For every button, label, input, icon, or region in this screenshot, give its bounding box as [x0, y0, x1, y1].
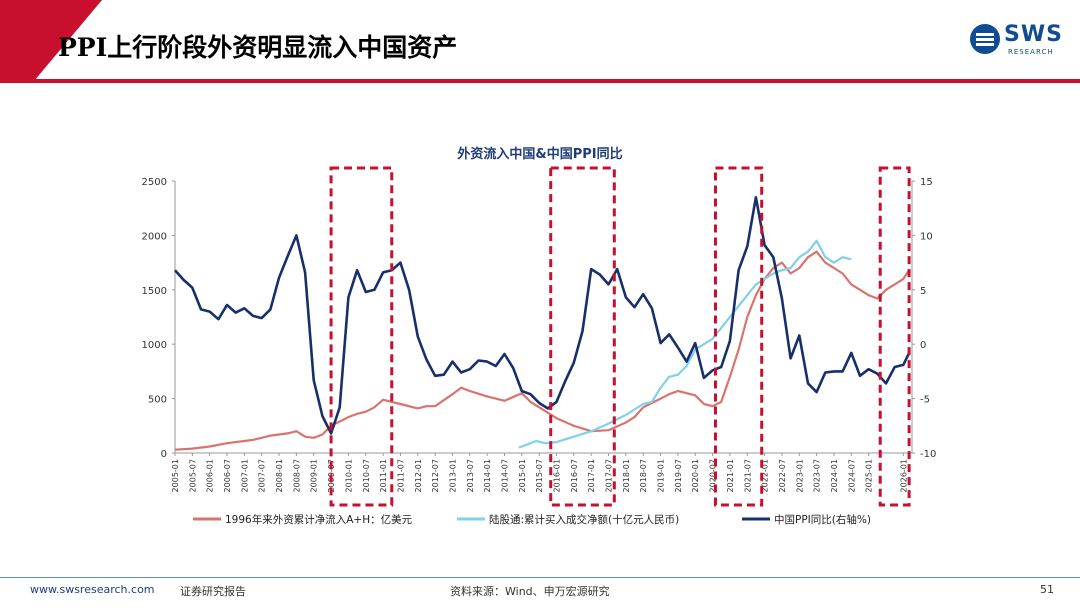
- x-tick-label: 2025-01: [865, 459, 874, 492]
- highlight-box: [878, 166, 911, 507]
- highlight-box: [713, 166, 764, 507]
- chart-area: 外资流入中国&中国PPI同比 0 500 1000 1500 2000 2500 -10 -5…: [142, 146, 937, 526]
- x-tick-label: 2021-01: [726, 459, 735, 492]
- footer-page-number: 51: [1040, 583, 1054, 596]
- x-tick-label: 2010-07: [362, 459, 371, 492]
- x-tick-label: 2019-07: [674, 459, 683, 492]
- x-tick-label: 2016-01: [553, 459, 562, 492]
- chart-title: 外资流入中国&中国PPI同比: [456, 146, 622, 162]
- y-right-tick-label: -10: [920, 449, 936, 460]
- x-tick-label: 2024-01: [830, 459, 839, 492]
- y-left-tick-label: 0: [161, 449, 167, 460]
- title-underline: [0, 79, 1080, 83]
- legend-label: 中国PPI同比(右轴%): [774, 513, 871, 526]
- sws-logo-icon: [970, 24, 1000, 54]
- x-tick-label: 2007-01: [240, 459, 249, 492]
- x-tick-label: 2014-07: [500, 459, 509, 492]
- legend-label: 陆股通:累计买入成交净额(十亿元人民币): [489, 513, 679, 526]
- x-tick-label: 2020-07: [709, 459, 718, 492]
- series-line-ppi: [174, 196, 911, 435]
- x-tick-label: 2006-07: [223, 459, 232, 492]
- x-tick-label: 2005-01: [171, 459, 180, 492]
- y-left-tick-label: 2500: [142, 177, 167, 188]
- chart-series-lines: [174, 196, 911, 451]
- x-tick-label: 2019-01: [657, 459, 666, 492]
- logo-text: SWS: [1004, 22, 1063, 47]
- x-tick-label: 2022-01: [761, 459, 770, 492]
- x-tick-label: 2018-07: [639, 459, 648, 492]
- x-tick-label: 2011-07: [396, 459, 405, 492]
- x-tick-label: 2016-07: [570, 459, 579, 492]
- y-right-tick-label: 0: [920, 340, 926, 351]
- logo-subtext: RESEARCH: [1008, 48, 1054, 56]
- highlight-box: [329, 166, 394, 507]
- chart-axes: 0 500 1000 1500 2000 2500 -10 -5 0 5 10 15 2005-01 20…: [142, 177, 937, 492]
- x-tick-label: 2013-07: [466, 459, 475, 492]
- x-tick-label: 2008-07: [292, 459, 301, 492]
- x-tick-label: 2007-07: [258, 459, 267, 492]
- x-tick-label: 2023-07: [813, 459, 822, 492]
- y-right-tick-label: -5: [920, 395, 930, 406]
- legend-label: 1996年来外资累计净流入A+H：亿美元: [225, 513, 413, 526]
- y-right-tick-label: 5: [920, 286, 926, 297]
- x-tick-label: 2017-07: [605, 459, 614, 492]
- y-left-tick-label: 500: [148, 395, 167, 406]
- x-tick-label: 2023-01: [795, 459, 804, 492]
- x-tick-label: 2011-01: [379, 459, 388, 492]
- x-tick-label: 2018-01: [622, 459, 631, 492]
- sws-logo: SWS RESEARCH: [968, 18, 1068, 62]
- x-tick-label: 2005-07: [188, 459, 197, 492]
- y-left-tick-label: 1000: [142, 340, 167, 351]
- y-right-tick-label: 15: [920, 177, 933, 188]
- x-tick-label: 2012-01: [414, 459, 423, 492]
- y-right-tick-label: 10: [920, 231, 933, 242]
- x-tick-label: 2010-01: [344, 459, 353, 492]
- x-tick-label: 2024-07: [847, 459, 856, 492]
- x-tick-label: 2009-01: [310, 459, 319, 492]
- x-tick-label: 2012-07: [431, 459, 440, 492]
- series-line-foreign-inflow: [174, 250, 911, 451]
- y-left-tick-label: 1500: [142, 286, 167, 297]
- footer-divider: [0, 577, 1080, 578]
- highlight-boxes: [329, 166, 911, 507]
- x-tick-label: 2014-01: [483, 459, 492, 492]
- series-line-northbound: [518, 239, 852, 449]
- x-tick-label: 2006-01: [206, 459, 215, 492]
- x-tick-label: 2008-01: [275, 459, 284, 492]
- x-tick-label: 2021-07: [743, 459, 752, 492]
- x-tick-label: 2022-07: [778, 459, 787, 492]
- x-tick-label: 2026-01: [899, 459, 908, 492]
- x-tick-label: 2017-01: [587, 459, 596, 492]
- footer-source: 资料来源：Wind、申万宏源研究: [450, 585, 610, 598]
- title-bar: PPI上行阶段外资明显流入中国资产 SWS RESEARCH: [0, 0, 1080, 92]
- page-title: PPI上行阶段外资明显流入中国资产: [58, 33, 458, 62]
- highlight-box: [549, 166, 616, 507]
- chart-legend: 1996年来外资累计净流入A+H：亿美元 陆股通:累计买入成交净额(十亿元人民币)…: [193, 513, 871, 526]
- y-left-tick-label: 2000: [142, 231, 167, 242]
- x-tick-label: 2013-01: [448, 459, 457, 492]
- x-tick-label: 2015-01: [518, 459, 527, 492]
- footer-website[interactable]: www.swsresearch.com: [30, 583, 155, 596]
- footer-report-label: 证券研究报告: [180, 585, 246, 598]
- x-tick-label: 2015-07: [535, 459, 544, 492]
- x-tick-label: 2020-01: [691, 459, 700, 492]
